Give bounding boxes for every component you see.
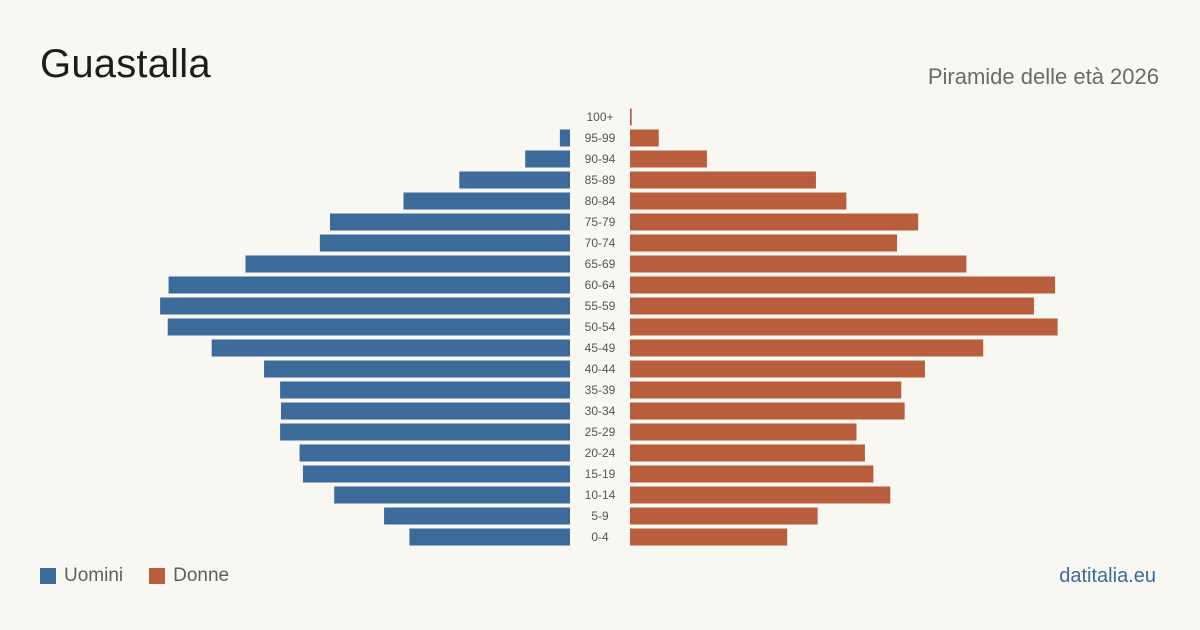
women-bars xyxy=(630,108,1058,546)
bar-men-0-4 xyxy=(409,528,570,546)
bar-men-15-19 xyxy=(302,465,570,483)
age-label-25-29: 25-29 xyxy=(585,425,616,439)
age-label-20-24: 20-24 xyxy=(585,446,616,460)
bar-men-80-84 xyxy=(403,192,570,210)
bar-women-100plus xyxy=(630,108,632,126)
bar-women-45-49 xyxy=(630,339,984,357)
age-label-85-89: 85-89 xyxy=(585,173,616,187)
age-label-45-49: 45-49 xyxy=(585,341,616,355)
age-label-15-19: 15-19 xyxy=(585,467,616,481)
bar-men-20-24 xyxy=(299,444,570,462)
bar-women-60-64 xyxy=(630,276,1056,294)
bar-women-85-89 xyxy=(630,171,816,189)
bar-women-95-99 xyxy=(630,129,659,147)
bar-men-70-74 xyxy=(319,234,570,252)
age-label-5-9: 5-9 xyxy=(591,509,609,523)
age-label-0-4: 0-4 xyxy=(591,530,609,544)
age-label-70-74: 70-74 xyxy=(585,236,616,250)
age-label-60-64: 60-64 xyxy=(585,278,616,292)
bar-women-30-34 xyxy=(630,402,905,420)
age-label-10-14: 10-14 xyxy=(585,488,616,502)
bar-women-75-79 xyxy=(630,213,919,231)
bar-men-50-54 xyxy=(167,318,570,336)
age-label-80-84: 80-84 xyxy=(585,194,616,208)
bar-men-95-99 xyxy=(559,129,570,147)
bar-men-45-49 xyxy=(211,339,570,357)
men-bars xyxy=(160,129,571,546)
legend-label-men: Uomini xyxy=(64,565,124,586)
bar-men-30-34 xyxy=(280,402,570,420)
bar-women-65-69 xyxy=(630,255,967,273)
age-label-35-39: 35-39 xyxy=(585,383,616,397)
bar-women-5-9 xyxy=(630,507,818,525)
page-title: Guastalla xyxy=(40,42,211,86)
bar-women-35-39 xyxy=(630,381,902,399)
age-label-30-34: 30-34 xyxy=(585,404,616,418)
bar-men-60-64 xyxy=(168,276,570,294)
bar-women-55-59 xyxy=(630,297,1034,315)
site-link[interactable]: datitalia.eu xyxy=(1059,565,1156,587)
bar-men-90-94 xyxy=(525,150,570,168)
bar-women-0-4 xyxy=(630,528,788,546)
age-label-65-69: 65-69 xyxy=(585,257,616,271)
bar-women-20-24 xyxy=(630,444,865,462)
age-label-50-54: 50-54 xyxy=(585,320,616,334)
bar-women-90-94 xyxy=(630,150,707,168)
bar-men-75-79 xyxy=(329,213,570,231)
bar-men-55-59 xyxy=(160,297,571,315)
bar-women-10-14 xyxy=(630,486,891,504)
bar-women-80-84 xyxy=(630,192,847,210)
age-labels: 100+ 95-99 90-94 85-89 80-84 75-79 70-74 65-69 6… xyxy=(585,110,616,544)
bar-women-50-54 xyxy=(630,318,1058,336)
bar-men-40-44 xyxy=(264,360,570,378)
age-label-55-59: 55-59 xyxy=(585,299,616,313)
age-label-90-94: 90-94 xyxy=(585,152,616,166)
bar-women-70-74 xyxy=(630,234,898,252)
bar-men-35-39 xyxy=(280,381,570,399)
bar-women-40-44 xyxy=(630,360,925,378)
bar-men-85-89 xyxy=(459,171,570,189)
age-label-95-99: 95-99 xyxy=(585,131,616,145)
bar-men-10-14 xyxy=(334,486,570,504)
legend-swatch-women xyxy=(149,568,166,584)
age-label-75-79: 75-79 xyxy=(585,215,616,229)
legend: Uomini Donne xyxy=(40,565,255,587)
age-label-40-44: 40-44 xyxy=(585,362,616,376)
page-subtitle: Piramide delle età 2026 xyxy=(927,64,1159,89)
legend-item-women: Donne xyxy=(149,565,229,587)
bar-men-5-9 xyxy=(384,507,570,525)
bar-women-15-19 xyxy=(630,465,874,483)
bar-women-25-29 xyxy=(630,423,857,441)
bar-men-25-29 xyxy=(280,423,570,441)
legend-item-men: Uomini xyxy=(40,565,123,587)
legend-label-women: Donne xyxy=(173,565,230,586)
age-label-100plus: 100+ xyxy=(586,110,613,124)
bar-men-65-69 xyxy=(245,255,570,273)
legend-swatch-men xyxy=(40,568,56,584)
